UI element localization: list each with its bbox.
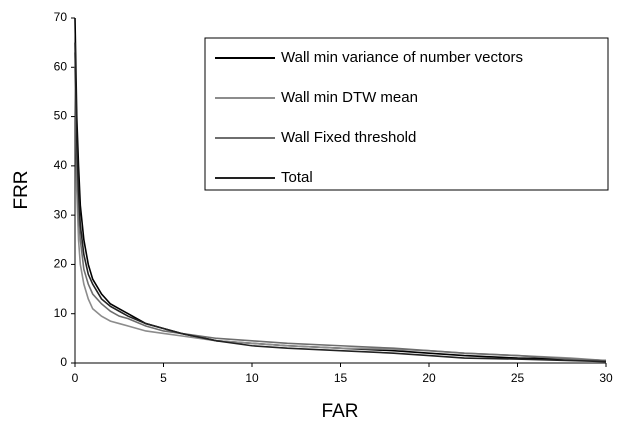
y-tick-label: 30	[54, 207, 68, 221]
y-axis-title: FRR	[11, 170, 32, 209]
x-tick-label: 10	[245, 371, 259, 385]
x-axis-title: FAR	[322, 401, 359, 422]
legend-box	[204, 37, 609, 191]
y-tick-label: 50	[54, 109, 68, 123]
x-tick-label: 0	[72, 371, 79, 385]
legend-label: Total	[281, 169, 313, 186]
legend-label: Wall min variance of number vectors	[281, 49, 523, 66]
data-line	[74, 52, 607, 362]
y-tick-label: 60	[54, 59, 68, 73]
y-tick-label: 70	[54, 10, 68, 24]
x-tick-label: 30	[599, 371, 613, 385]
y-tick-label: 40	[54, 158, 68, 172]
legend-label: Wall Fixed threshold	[281, 129, 416, 146]
y-tick-label: 0	[60, 355, 67, 369]
x-tick-label: 25	[511, 371, 525, 385]
x-tick-label: 15	[334, 371, 348, 385]
y-tick-label: 20	[54, 257, 68, 271]
data-line	[74, 42, 607, 363]
x-tick-label: 20	[422, 371, 436, 385]
y-tick-label: 10	[54, 306, 68, 320]
x-tick-label: 5	[160, 371, 167, 385]
legend-label: Wall min DTW mean	[281, 89, 418, 106]
